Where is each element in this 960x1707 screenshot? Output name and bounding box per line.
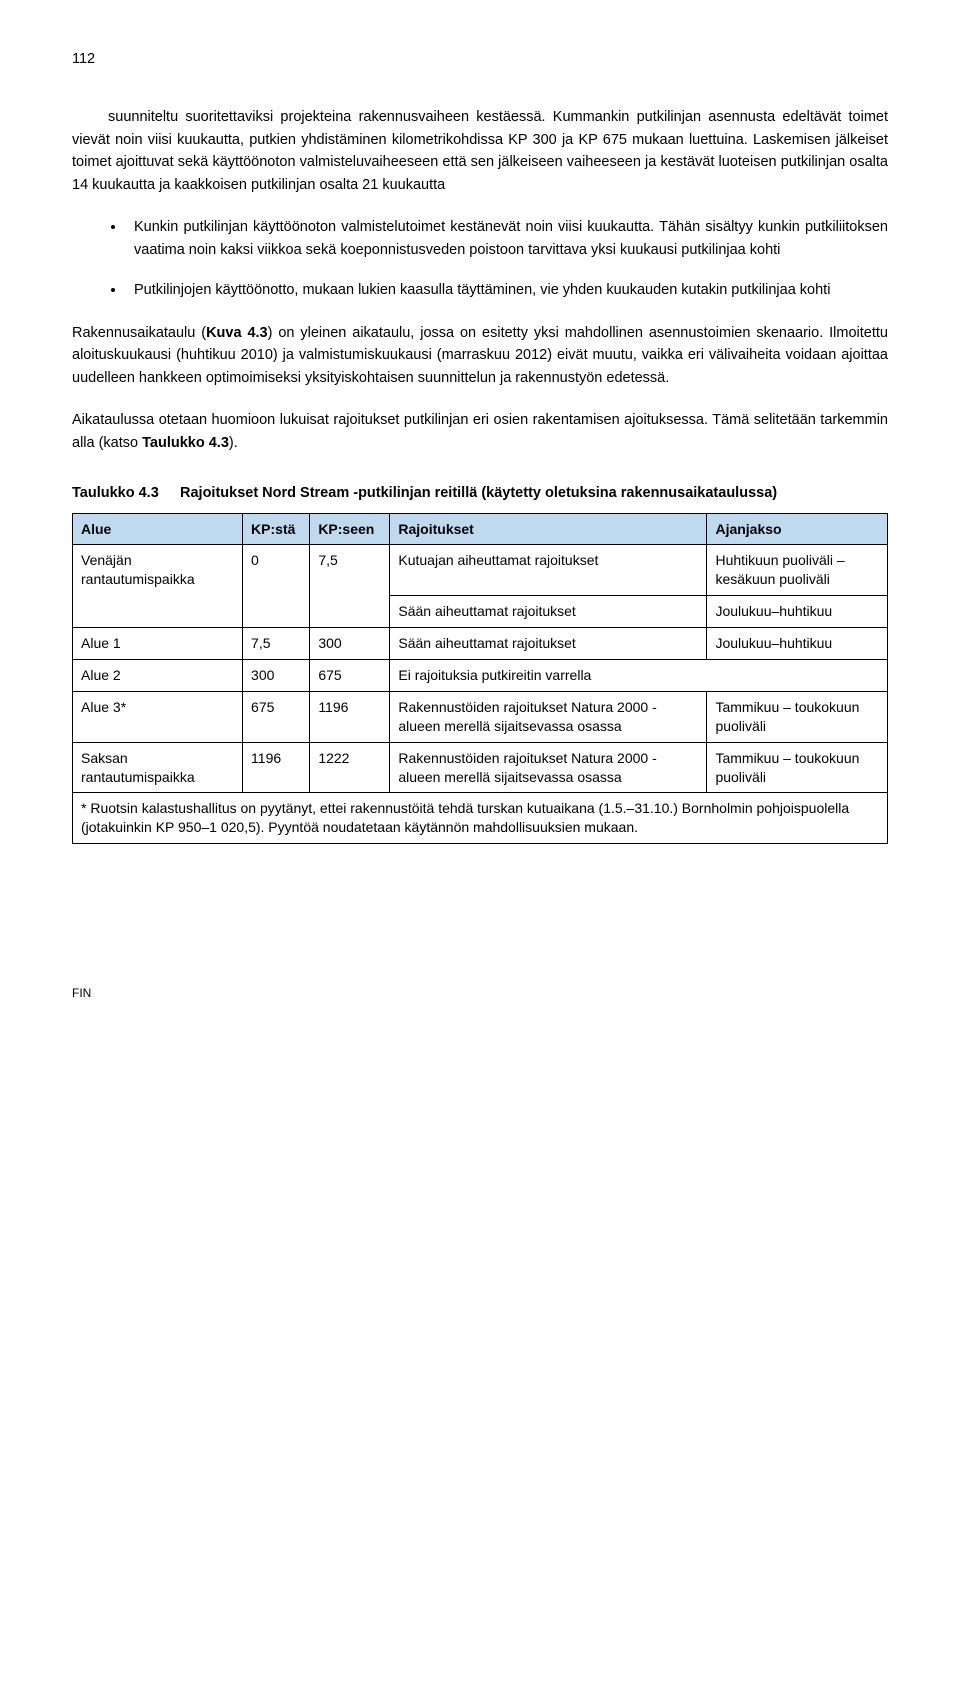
col-from: KP:stä [243, 513, 310, 545]
table-reference: Taulukko 4.3 [142, 435, 229, 451]
col-to: KP:seen [310, 513, 390, 545]
cell-restriction: Sään aiheuttamat rajoitukset [390, 628, 707, 660]
cell-to: 1196 [310, 691, 390, 742]
para2-prefix: Rakennusaikataulu ( [72, 325, 206, 341]
cell-to: 300 [310, 628, 390, 660]
cell-period: Joulukuu–huhtikuu [707, 628, 888, 660]
page-footer: FIN [72, 984, 888, 1003]
cell-from: 675 [243, 691, 310, 742]
cell-area: Alue 3* [73, 691, 243, 742]
cell-from: 300 [243, 660, 310, 692]
para3-suffix: ). [229, 435, 238, 451]
table-row: Alue 2 300 675 Ei rajoituksia putkireiti… [73, 660, 888, 692]
table-footnote-row: * Ruotsin kalastushallitus on pyytänyt, … [73, 793, 888, 844]
cell-area: Venäjän rantautumispaikka [73, 545, 243, 628]
page-number: 112 [72, 48, 888, 70]
cell-period: Tammikuu – toukokuun puoliväli [707, 742, 888, 793]
restrictions-table: Alue KP:stä KP:seen Rajoitukset Ajanjaks… [72, 513, 888, 845]
table-row: Alue 1 7,5 300 Sään aiheuttamat rajoituk… [73, 628, 888, 660]
cell-from: 7,5 [243, 628, 310, 660]
list-item: Putkilinjojen käyttöönotto, mukaan lukie… [126, 279, 888, 301]
cell-to: 7,5 [310, 545, 390, 628]
cell-area: Alue 1 [73, 628, 243, 660]
cell-restriction: Rakennustöiden rajoitukset Natura 2000 -… [390, 742, 707, 793]
col-area: Alue [73, 513, 243, 545]
cell-restriction: Sään aiheuttamat rajoitukset [390, 596, 707, 628]
table-header-row: Alue KP:stä KP:seen Rajoitukset Ajanjaks… [73, 513, 888, 545]
col-period: Ajanjakso [707, 513, 888, 545]
figure-reference: Kuva 4.3 [206, 325, 268, 341]
cell-restriction: Kutuajan aiheuttamat rajoitukset [390, 545, 707, 596]
table-footnote: * Ruotsin kalastushallitus on pyytänyt, … [73, 793, 888, 844]
table-row: Venäjän rantautumispaikka 0 7,5 Kutuajan… [73, 545, 888, 596]
cell-period: Tammikuu – toukokuun puoliväli [707, 691, 888, 742]
cell-to: 1222 [310, 742, 390, 793]
table-caption-label: Taulukko 4.3 [72, 482, 180, 504]
table-row: Alue 3* 675 1196 Rakennustöiden rajoituk… [73, 691, 888, 742]
cell-restriction: Rakennustöiden rajoitukset Natura 2000 -… [390, 691, 707, 742]
paragraph-3: Aikataulussa otetaan huomioon lukuisat r… [72, 409, 888, 454]
table-caption-text: Rajoitukset Nord Stream -putkilinjan rei… [180, 482, 888, 504]
list-item: Kunkin putkilinjan käyttöönoton valmiste… [126, 216, 888, 261]
cell-to: 675 [310, 660, 390, 692]
cell-period: Huhtikuun puoliväli – kesäkuun puoliväli [707, 545, 888, 596]
table-row: Saksan rantautumispaikka 1196 1222 Raken… [73, 742, 888, 793]
cell-area: Saksan rantautumispaikka [73, 742, 243, 793]
cell-from: 0 [243, 545, 310, 628]
cell-from: 1196 [243, 742, 310, 793]
table-caption: Taulukko 4.3 Rajoitukset Nord Stream -pu… [72, 482, 888, 504]
bullet-list: Kunkin putkilinjan käyttöönoton valmiste… [72, 216, 888, 301]
paragraph-2: Rakennusaikataulu (Kuva 4.3) on yleinen … [72, 322, 888, 389]
cell-restriction: Ei rajoituksia putkireitin varrella [390, 660, 888, 692]
cell-period: Joulukuu–huhtikuu [707, 596, 888, 628]
intro-paragraph: suunniteltu suoritettaviksi projekteina … [72, 106, 888, 196]
cell-area: Alue 2 [73, 660, 243, 692]
col-restriction: Rajoitukset [390, 513, 707, 545]
